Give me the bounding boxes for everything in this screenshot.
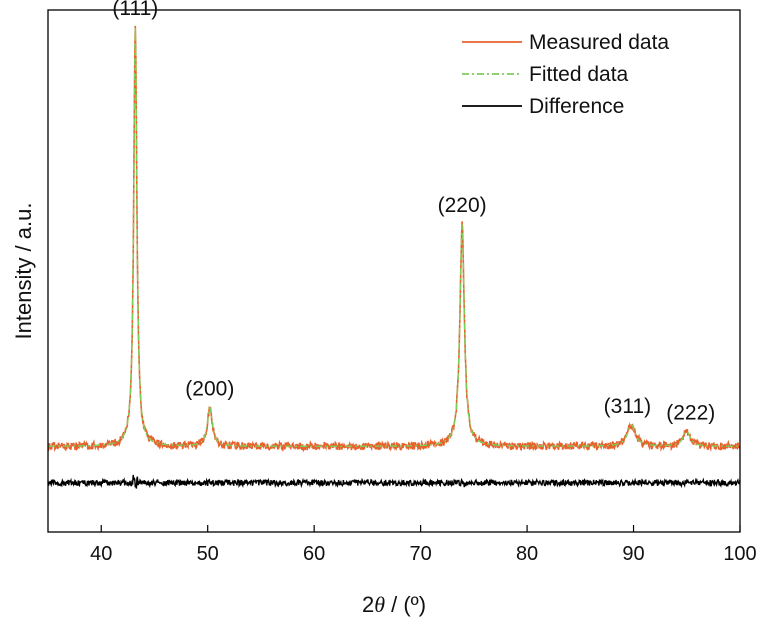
- x-tick-label: 50: [197, 543, 219, 565]
- series-measured-line: [47, 25, 741, 453]
- peak-labels: (111) (200) (220) (311) (222): [112, 0, 715, 424]
- x-axis-ticks: 40 50 60 70 80 90 100: [90, 525, 757, 565]
- legend-label: Measured data: [529, 31, 669, 54]
- series-difference-line: [47, 474, 741, 489]
- peak-label: (200): [185, 378, 234, 401]
- peak-label: (311): [604, 395, 651, 418]
- legend-label: Fitted data: [529, 63, 629, 86]
- x-axis-label-theta: θ: [374, 592, 385, 617]
- x-axis-label-prefix: 2: [362, 592, 374, 617]
- peak-label: (111): [112, 0, 158, 20]
- x-tick-label: 80: [516, 543, 538, 565]
- series-fitted-line: [48, 26, 740, 447]
- x-tick-label: 100: [723, 543, 756, 565]
- peak-label: (222): [666, 401, 715, 424]
- x-tick-label: 70: [409, 543, 431, 565]
- data-layer: [47, 25, 741, 489]
- x-tick-label: 60: [303, 543, 325, 565]
- x-axis-label: 2θ / (º): [362, 592, 426, 617]
- legend: Measured data Fitted data Difference: [462, 31, 669, 118]
- x-axis-label-suffix: / (º): [385, 592, 426, 617]
- y-axis-label: Intensity / a.u.: [11, 203, 36, 340]
- x-tick-label: 40: [90, 543, 112, 565]
- legend-label: Difference: [529, 95, 624, 118]
- x-tick-label: 90: [622, 543, 644, 565]
- peak-label: (220): [438, 194, 487, 217]
- plot-frame: [47, 9, 741, 533]
